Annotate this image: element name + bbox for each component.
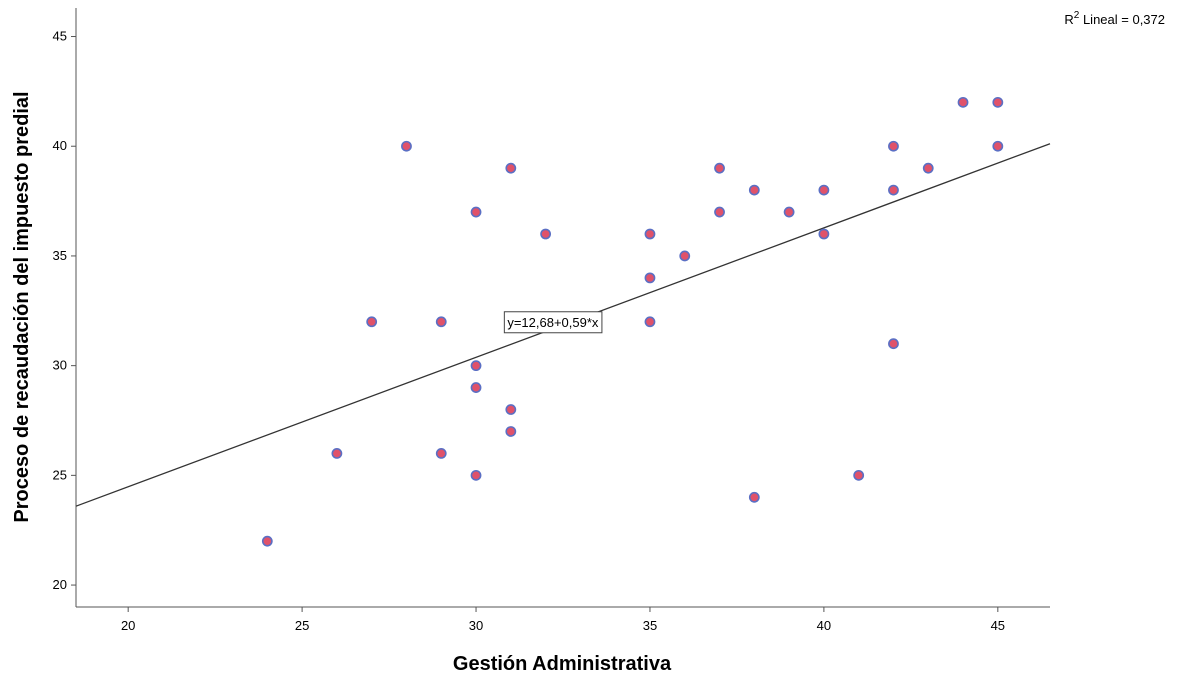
y-tick-label: 40	[53, 138, 67, 153]
axes	[75, 8, 1050, 608]
data-point	[644, 228, 656, 240]
y-tick-label: 45	[53, 29, 67, 44]
x-tick-label: 20	[121, 618, 135, 633]
equation-label-text: y=12,68+0,59*x	[507, 315, 599, 330]
data-point	[818, 184, 830, 196]
data-point	[261, 535, 273, 547]
data-point	[922, 162, 934, 174]
data-point	[331, 448, 343, 459]
data-point	[888, 184, 899, 196]
y-tick-label: 25	[53, 467, 67, 482]
y-tick-label: 35	[53, 248, 67, 263]
x-tick-label: 35	[643, 618, 657, 633]
equation-label: y=12,68+0,59*x	[503, 311, 603, 334]
r2-label: R2 Lineal = 0,372	[1064, 10, 1165, 27]
data-point	[818, 228, 830, 240]
x-tick-label: 40	[817, 618, 831, 633]
y-tick-label: 30	[53, 358, 67, 373]
data-point	[748, 491, 760, 503]
r2-label-suffix: Lineal = 0,372	[1079, 12, 1165, 27]
equation-label-box	[503, 311, 603, 334]
x-tick-label: 25	[295, 618, 309, 633]
data-point	[888, 140, 899, 152]
data-point	[644, 316, 656, 328]
data-point	[992, 96, 1004, 108]
data-point	[435, 448, 447, 459]
y-axis-title: Proceso de recaudación del impuesto pred…	[11, 91, 33, 522]
data-point	[957, 96, 969, 108]
data-point	[679, 250, 691, 262]
data-points	[261, 96, 1004, 547]
x-axis-title: Gestión Administrativa	[453, 653, 672, 675]
data-point	[748, 184, 760, 196]
data-point	[714, 162, 725, 174]
x-tick-label: 30	[469, 618, 483, 633]
data-point	[853, 469, 865, 481]
data-point	[401, 140, 412, 152]
data-point	[505, 162, 517, 174]
r2-label-superscript: 2	[1074, 10, 1080, 21]
data-point	[992, 140, 1004, 152]
data-point	[470, 360, 482, 372]
data-point	[470, 469, 482, 481]
data-point	[540, 228, 552, 240]
data-point	[644, 272, 656, 284]
data-point	[505, 404, 517, 415]
x-tick-label: 45	[991, 618, 1005, 633]
ticks: 20 25 30 35 40 45 20 25 30 35 40 45	[53, 29, 1006, 633]
r2-label-prefix: R	[1064, 12, 1073, 27]
data-point	[888, 338, 899, 350]
data-point	[714, 206, 725, 218]
data-point	[783, 206, 795, 218]
data-point	[470, 206, 482, 218]
y-tick-label: 20	[53, 577, 67, 592]
data-point	[435, 316, 447, 328]
data-point	[366, 316, 378, 328]
data-point	[505, 426, 517, 437]
data-point	[470, 382, 482, 393]
